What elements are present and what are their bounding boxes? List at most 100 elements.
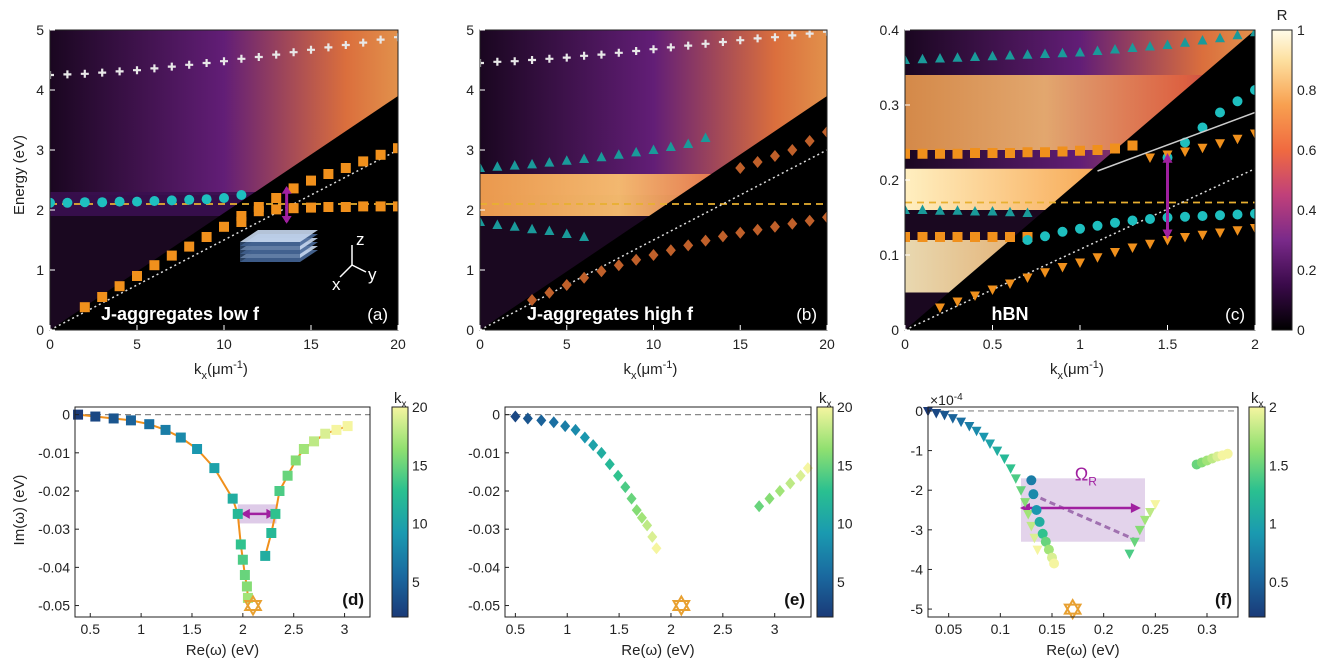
data-point <box>1162 39 1173 49</box>
data-point <box>1145 41 1155 51</box>
x-tick-label: 2 <box>239 621 247 637</box>
data-point <box>1005 232 1015 242</box>
panel-frame <box>927 406 1239 618</box>
data-point <box>219 193 229 203</box>
y-tick-label: -0.01 <box>38 445 70 461</box>
light-line <box>480 149 827 330</box>
data-point <box>613 149 624 159</box>
data-point <box>700 132 711 142</box>
panel-label: (b) <box>796 305 817 324</box>
data-point <box>631 253 642 266</box>
colorbar-tick-label: 5 <box>412 574 420 590</box>
colorbar-tick-label: 10 <box>837 516 853 532</box>
data-point <box>237 554 248 565</box>
data-point <box>970 51 980 61</box>
y-tick-label: 4 <box>36 82 44 98</box>
x-tick-label: 20 <box>819 336 835 352</box>
data-point <box>166 195 177 206</box>
data-point <box>701 39 710 48</box>
panel-label: (c) <box>1225 305 1245 324</box>
panel-c: hBN (c) 0 0.5 1 1.5 2 0 0.1 0.2 0.3 0.4 kx(μm-1) <box>880 22 1260 382</box>
data-point <box>133 66 141 75</box>
x-tick-label: 10 <box>646 336 662 352</box>
data-point <box>665 244 676 257</box>
data-point <box>1250 85 1255 95</box>
colorbar-R-title: R <box>1277 7 1288 24</box>
x-tick-label: 1.5 <box>1158 336 1178 352</box>
data-point <box>970 232 980 242</box>
y-tick-label: 4 <box>466 82 474 98</box>
data-point <box>114 196 125 207</box>
y-tick-label: -2 <box>911 482 924 498</box>
data-point <box>1005 148 1015 158</box>
omega-r-label: ΩR <box>1075 464 1097 488</box>
data-point <box>306 202 316 213</box>
colorbar-R: 0 0.2 0.4 0.6 0.8 1 <box>1271 22 1317 338</box>
data-point <box>970 206 980 216</box>
data-point <box>580 51 589 60</box>
data-point <box>987 206 998 216</box>
colorbar-kx-title: kx <box>819 390 832 410</box>
series-2 <box>480 132 711 172</box>
data-point <box>1075 145 1085 156</box>
data-point <box>79 197 90 208</box>
data-point <box>1250 208 1255 219</box>
series-2 <box>905 140 1138 159</box>
data-point <box>323 169 334 179</box>
data-point <box>683 239 694 252</box>
data-point <box>1057 263 1068 273</box>
x-tick-label: 0.05 <box>935 621 962 637</box>
data-point <box>1232 96 1243 107</box>
data-point <box>822 211 827 224</box>
data-point <box>527 223 538 234</box>
data-point <box>700 234 711 247</box>
data-point <box>822 126 827 138</box>
data-point <box>266 528 277 538</box>
data-point <box>1092 253 1103 263</box>
data-point <box>97 292 108 302</box>
y-tick-label: -0.05 <box>38 598 70 614</box>
data-point <box>931 408 942 419</box>
data-point <box>987 232 998 242</box>
data-point <box>787 217 798 230</box>
series-3 <box>1191 448 1233 470</box>
data-point <box>614 48 623 57</box>
data-point <box>150 64 159 73</box>
data-point <box>528 56 537 64</box>
data-point <box>785 477 796 490</box>
data-point <box>648 144 659 154</box>
data-point <box>239 570 250 580</box>
data-point <box>987 148 998 158</box>
y-tick-label: -5 <box>911 601 924 617</box>
data-point <box>1145 214 1155 224</box>
data-point <box>201 232 212 242</box>
data-point <box>1005 464 1016 474</box>
data-point <box>804 135 815 147</box>
panel-b: J-aggregates high f (b) 0 5 10 15 20 0 1 2 3 4 5 kx(μ… <box>466 22 835 382</box>
x-axis-label: Re(ω) (eV) <box>186 642 259 659</box>
data-point <box>509 160 520 170</box>
y-tick-label: 5 <box>466 22 474 38</box>
data-point <box>802 462 813 475</box>
panel-annotation: J-aggregates low f <box>101 304 260 324</box>
data-point <box>596 446 607 459</box>
data-point <box>636 511 647 524</box>
data-point <box>340 163 351 173</box>
x-tick-label: 1 <box>137 621 145 637</box>
data-point <box>241 581 252 592</box>
data-point <box>1040 147 1050 158</box>
y-tick-label: 0 <box>915 403 923 419</box>
data-point <box>596 265 607 278</box>
y-tick-label: -1 <box>911 443 924 459</box>
data-point <box>1250 30 1255 37</box>
series-1 <box>480 30 827 67</box>
x-tick-label: 1 <box>563 621 571 637</box>
series-4 <box>527 211 827 306</box>
data-point <box>227 493 238 504</box>
rabi-arrow-head <box>1162 153 1173 163</box>
data-point <box>192 444 203 454</box>
data-point <box>1124 549 1135 560</box>
data-point <box>1026 475 1037 486</box>
x-tick-label: 20 <box>390 336 406 352</box>
x-tick-label: 2.5 <box>284 621 304 637</box>
